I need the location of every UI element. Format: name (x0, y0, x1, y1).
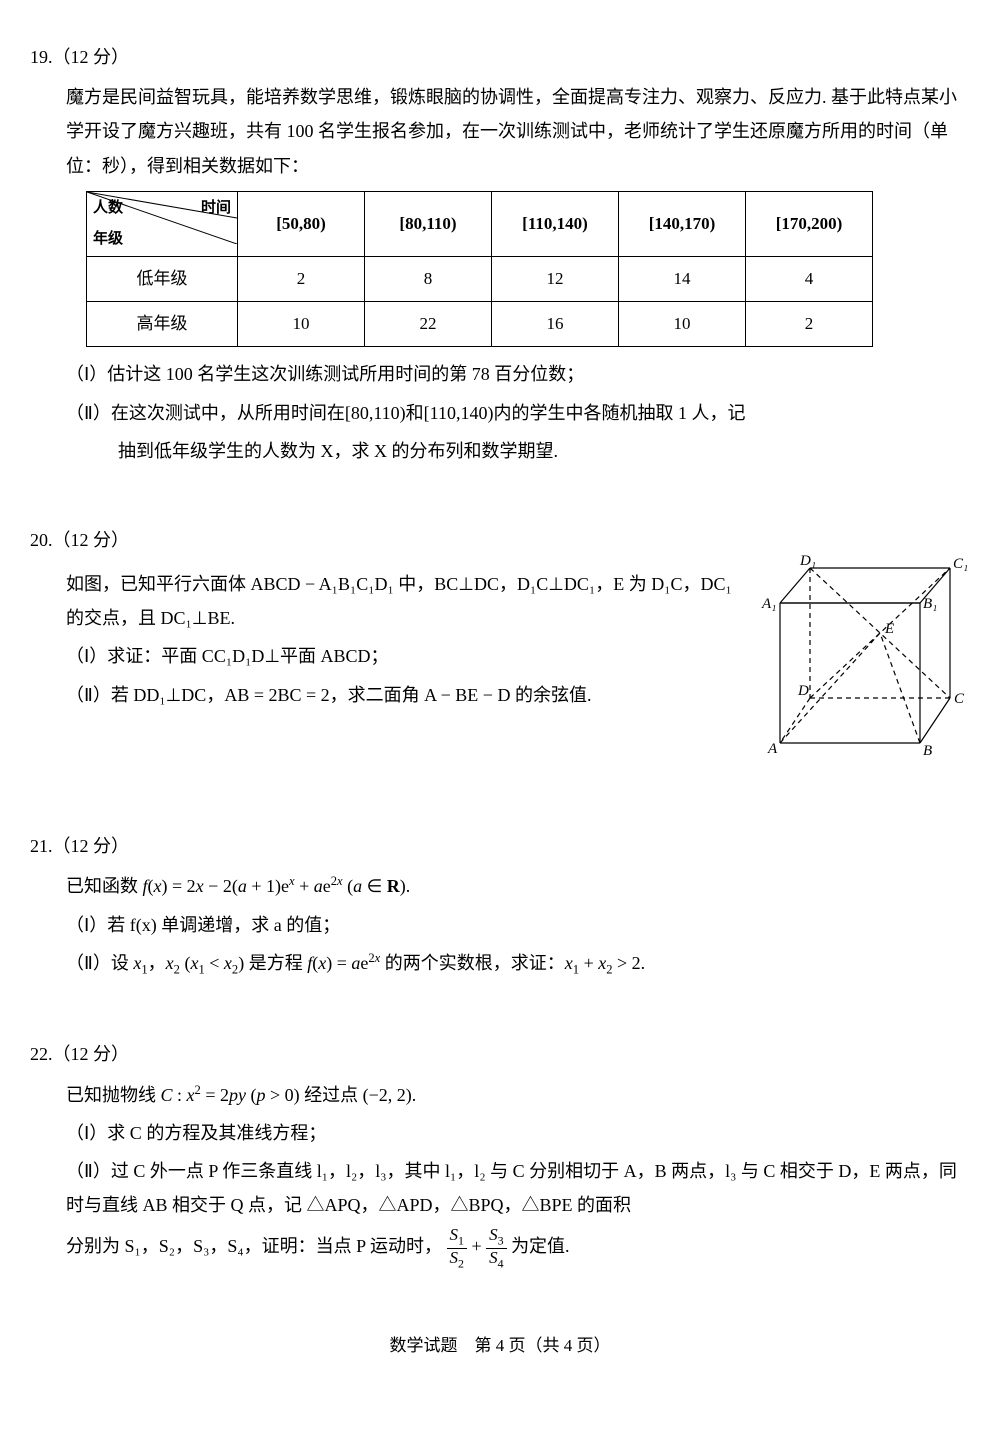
col-header: [140,170) (619, 191, 746, 256)
q19-data-table: 人数 时间 年级 [50,80) [80,110) [110,140) [140… (86, 191, 873, 348)
cell: 12 (492, 256, 619, 301)
cell: 10 (238, 302, 365, 347)
table-header-row: 人数 时间 年级 [50,80) [80,110) [110,140) [140… (87, 191, 873, 256)
q20-intro: 如图，已知平行六面体 ABCD − A₁B₁C₁D₁ 中，BC⊥DC，D₁C⊥D… (66, 567, 740, 635)
q21-intro: 已知函数 f(x) = 2x − 2(a + 1)ex + ae2x (a ∈ … (66, 869, 970, 903)
q19-intro: 魔方是民间益智玩具，能培养数学思维，锻炼眼脑的协调性，全面提高专注力、观察力、反… (66, 80, 970, 183)
q19-body: 魔方是民间益智玩具，能培养数学思维，锻炼眼脑的协调性，全面提高专注力、观察力、反… (30, 80, 970, 468)
cell: 14 (619, 256, 746, 301)
cell: 22 (365, 302, 492, 347)
q21-body: 已知函数 f(x) = 2x − 2(a + 1)ex + ae2x (a ∈ … (30, 869, 970, 982)
question-21: 21.（12 分） 已知函数 f(x) = 2x − 2(a + 1)ex + … (30, 829, 970, 982)
fraction-2: S3 S4 (486, 1226, 506, 1270)
cell: 16 (492, 302, 619, 347)
q21-part2: （Ⅱ）设 x1，x2 (x1 < x2) 是方程 f(x) = ae2x 的两个… (66, 946, 970, 983)
diag-label-row: 人数 (93, 194, 123, 223)
diagonal-header-cell: 人数 时间 年级 (87, 191, 238, 256)
q22-part2a: （Ⅱ）过 C 外一点 P 作三条直线 l₁，l₂，l₃，其中 l₁，l₂ 与 C… (66, 1154, 970, 1222)
col-header: [80,110) (365, 191, 492, 256)
col-header: [110,140) (492, 191, 619, 256)
label-A: A (767, 741, 778, 757)
cell: 2 (746, 302, 873, 347)
frac2-num: S3 (486, 1226, 506, 1248)
row-label: 高年级 (87, 302, 238, 347)
question-20: 20.（12 分） 如图，已知平行六面体 ABCD − A₁B₁C₁D₁ 中，B… (30, 523, 970, 774)
q20-part1: （Ⅰ）求证：平面 CC₁D₁D⊥平面 ABCD； (66, 639, 740, 673)
cell: 10 (619, 302, 746, 347)
q21-header: 21.（12 分） (30, 829, 970, 863)
q22-header: 22.（12 分） (30, 1037, 970, 1071)
q22-part2b: 分别为 S₁，S₂，S₃，S₄，证明：当点 P 运动时， S1 S2 + S3 … (66, 1226, 970, 1270)
q21-part1: （Ⅰ）若 f(x) 单调递增，求 a 的值； (66, 908, 970, 942)
q20-header: 20.（12 分） (30, 523, 970, 557)
q20-figure: D₁ C₁ A₁ B₁ E D C A B (750, 553, 970, 774)
label-E: E (884, 621, 894, 637)
question-19: 19.（12 分） 魔方是民间益智玩具，能培养数学思维，锻炼眼脑的协调性，全面提… (30, 40, 970, 468)
q20-intro-text: 如图，已知平行六面体 ABCD − A₁B₁C₁D₁ 中，BC⊥DC，D₁C⊥D… (66, 574, 732, 628)
question-22: 22.（12 分） 已知抛物线 C : x2 = 2py (p > 0) 经过点… (30, 1037, 970, 1270)
fraction-1: S1 S2 (447, 1226, 467, 1270)
q22-part2b-suffix: 为定值. (511, 1236, 570, 1256)
label-B1: B₁ (923, 596, 937, 612)
diag-label-col: 时间 (201, 194, 231, 223)
label-B: B (923, 743, 932, 759)
frac1-den: S2 (447, 1249, 467, 1270)
diag-label-corner: 年级 (93, 225, 123, 254)
cell: 2 (238, 256, 365, 301)
row-label: 低年级 (87, 256, 238, 301)
q19-header: 19.（12 分） (30, 40, 970, 74)
label-D1: D₁ (799, 553, 816, 569)
q20-part2: （Ⅱ）若 DD₁⊥DC，AB = 2BC = 2，求二面角 A − BE − D… (66, 678, 740, 712)
label-C: C (954, 691, 965, 707)
col-header: [170,200) (746, 191, 873, 256)
q22-body: 已知抛物线 C : x2 = 2py (p > 0) 经过点 (−2, 2). … (30, 1078, 970, 1271)
label-C1: C₁ (953, 556, 968, 572)
q22-intro: 已知抛物线 C : x2 = 2py (p > 0) 经过点 (−2, 2). (66, 1078, 970, 1112)
frac2-den: S4 (486, 1249, 506, 1270)
q20-body: 如图，已知平行六面体 ABCD − A₁B₁C₁D₁ 中，BC⊥DC，D₁C⊥D… (30, 563, 970, 774)
cell: 4 (746, 256, 873, 301)
table-row: 高年级 10 22 16 10 2 (87, 302, 873, 347)
frac1-num: S1 (447, 1226, 467, 1248)
label-D: D (797, 683, 809, 699)
col-header: [50,80) (238, 191, 365, 256)
plus-sign: + (471, 1236, 486, 1256)
q19-part2b: 抽到低年级学生的人数为 X，求 X 的分布列和数学期望. (66, 434, 970, 468)
q22-part2b-prefix: 分别为 S₁，S₂，S₃，S₄，证明：当点 P 运动时， (66, 1236, 442, 1256)
q22-part1: （Ⅰ）求 C 的方程及其准线方程； (66, 1116, 970, 1150)
label-A1: A₁ (761, 596, 776, 612)
parallelepiped-icon: D₁ C₁ A₁ B₁ E D C A B (750, 553, 970, 763)
table-row: 低年级 2 8 12 14 4 (87, 256, 873, 301)
cell: 8 (365, 256, 492, 301)
page-footer: 数学试题 第 4 页（共 4 页） (30, 1330, 970, 1362)
q19-part2a: （Ⅱ）在这次测试中，从所用时间在[80,110)和[110,140)内的学生中各… (66, 396, 970, 430)
q19-part1: （Ⅰ）估计这 100 名学生这次训练测试所用时间的第 78 百分位数； (66, 357, 970, 391)
